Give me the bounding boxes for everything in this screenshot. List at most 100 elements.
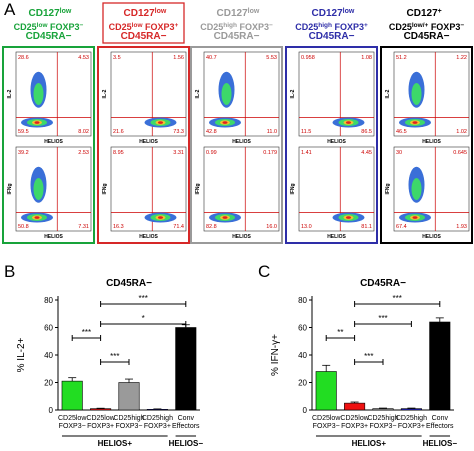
- y-axis-label: % IFN-γ+: [270, 334, 281, 376]
- category-label-5: Conv Effectors: [172, 415, 200, 430]
- quadrant-br: 81.1: [361, 224, 372, 230]
- flow-ylabel: IFNg: [290, 183, 296, 194]
- flow-xlabel: HELIOS: [327, 234, 346, 240]
- sig-label: ***: [364, 352, 373, 361]
- flow-ylabel: IL-2: [7, 89, 13, 98]
- quadrant-br: 8.02: [78, 129, 89, 135]
- column-frame-2: [97, 46, 190, 244]
- sig-label: ***: [110, 352, 119, 361]
- flow-plot-il2-2: 3.5 1.56 21.6 73.3 IL-2 HELIOS: [102, 51, 187, 145]
- flow-plot-ifng-4: 1.41 4.45 13.0 81.1 IFNg HELIOS: [290, 146, 375, 240]
- quadrant-tr: 4.45: [361, 150, 372, 156]
- chart-title: CD45RA−: [360, 278, 406, 289]
- density-peak: [34, 216, 40, 219]
- flow-xlabel: HELIOS: [327, 139, 346, 145]
- column-header-3: CD127low CD25high FOXP3−CD45RA−: [200, 8, 273, 42]
- column-frame-5: [380, 46, 473, 244]
- quadrant-tl: 30: [396, 150, 402, 156]
- group-label: HELIOS−: [169, 439, 204, 448]
- bar-2: [90, 408, 112, 411]
- category-label-3: CD25high FOXP3−: [113, 415, 144, 430]
- flow-xlabel: HELIOS: [422, 234, 441, 240]
- bar-5: [175, 327, 197, 411]
- header-line2: CD25high FOXP3−: [200, 22, 273, 32]
- quadrant-bl: 11.5: [301, 129, 311, 135]
- group-label: HELIOS+: [98, 439, 133, 448]
- quadrant-tr: 3.31: [173, 150, 184, 156]
- quadrant-tl: 40.7: [206, 55, 217, 61]
- quadrant-tr: 5.53: [266, 55, 277, 61]
- category-label-1: CD25low FOXP3−: [58, 415, 87, 430]
- quadrant-bl: 67.4: [396, 224, 407, 230]
- sig-label: ***: [82, 328, 91, 337]
- header-line1: CD127low: [29, 8, 72, 19]
- header-line3: CD45RA−: [214, 31, 260, 42]
- density-peak: [34, 121, 40, 124]
- flow-xlabel: HELIOS: [44, 234, 63, 240]
- panel-letter-a: A: [4, 0, 16, 19]
- sig-label: ***: [139, 294, 148, 303]
- quadrant-bl: 59.5: [18, 129, 29, 135]
- chart-title: CD45RA−: [106, 278, 152, 289]
- density-peak: [158, 216, 163, 219]
- flow-ylabel: IL-2: [385, 89, 391, 98]
- quadrant-tr: 1.56: [173, 55, 184, 61]
- category-label-1: CD25low FOXP3−: [312, 415, 341, 430]
- bar-2: [344, 402, 366, 411]
- y-tick-label: 0: [49, 406, 54, 415]
- flow-plot-ifng-5: 30 0.645 67.4 1.93 IFNg HELIOS: [385, 146, 470, 240]
- flow-ylabel: IL-2: [290, 89, 296, 98]
- header-line2: CD25low FOXP3−: [14, 22, 84, 32]
- density-peak: [412, 121, 418, 124]
- header-line1: CD127+: [407, 8, 442, 19]
- flow-ylabel: IL-2: [102, 89, 108, 98]
- flow-xlabel: HELIOS: [139, 139, 158, 145]
- flow-plot-il2-3: 40.7 5.53 42.8 11.0 IL-2 HELIOS: [195, 51, 280, 145]
- y-tick-label: 60: [298, 324, 307, 333]
- column-frame-4: [285, 46, 378, 244]
- bar-4: [146, 409, 168, 411]
- quadrant-bl: 13.0: [301, 224, 312, 230]
- density-peak: [346, 216, 351, 219]
- y-tick-label: 60: [44, 324, 53, 333]
- y-tick-label: 20: [44, 379, 53, 388]
- flow-ylabel: IFNg: [385, 183, 391, 194]
- quadrant-tl: 51.2: [396, 55, 407, 61]
- density-peak: [412, 216, 418, 219]
- quadrant-tr: 1.22: [456, 55, 467, 61]
- flow-ylabel: IFNg: [195, 183, 201, 194]
- quadrant-br: 86.5: [361, 129, 372, 135]
- density-peak: [222, 216, 228, 219]
- quadrant-br: 7.31: [78, 224, 89, 230]
- category-label-4: CD25high FOXP3+: [142, 415, 173, 430]
- quadrant-tl: 3.5: [113, 55, 121, 61]
- flow-ylabel: IL-2: [195, 89, 201, 98]
- quadrant-tr: 1.08: [361, 55, 372, 61]
- density-upper-core: [221, 83, 232, 105]
- column-header-5: CD127+ CD25low/+ FOXP3−CD45RA−: [389, 8, 464, 42]
- quadrant-tr: 0.179: [263, 150, 277, 156]
- sig-label: **: [337, 328, 343, 337]
- flow-plot-ifng-3: 0.99 0.179 82.8 16.0 IFNg HELIOS: [195, 146, 280, 240]
- header-line3: CD45RA−: [121, 31, 167, 42]
- density-upper-core: [411, 178, 422, 200]
- quadrant-tl: 39.2: [18, 150, 29, 156]
- flow-xlabel: HELIOS: [232, 234, 251, 240]
- category-label-2: CD25low FOXP3+: [340, 415, 369, 430]
- header-line2: CD25high FOXP3+: [295, 22, 368, 32]
- y-axis-label: % IL-2+: [16, 337, 27, 372]
- flow-xlabel: HELIOS: [232, 139, 251, 145]
- y-tick-label: 40: [298, 351, 307, 360]
- quadrant-bl: 16.3: [113, 224, 124, 230]
- header-line1: CD127low: [312, 8, 355, 19]
- flow-xlabel: HELIOS: [44, 139, 63, 145]
- bar-3: [118, 382, 140, 411]
- header-line3: CD45RA−: [26, 31, 72, 42]
- flow-ylabel: IFNg: [7, 183, 13, 194]
- quadrant-br: 71.4: [173, 224, 184, 230]
- y-tick-label: 80: [298, 296, 307, 305]
- flow-plot-il2-4: 0.958 1.08 11.5 86.5 IL-2 HELIOS: [290, 51, 375, 145]
- flow-xlabel: HELIOS: [139, 234, 158, 240]
